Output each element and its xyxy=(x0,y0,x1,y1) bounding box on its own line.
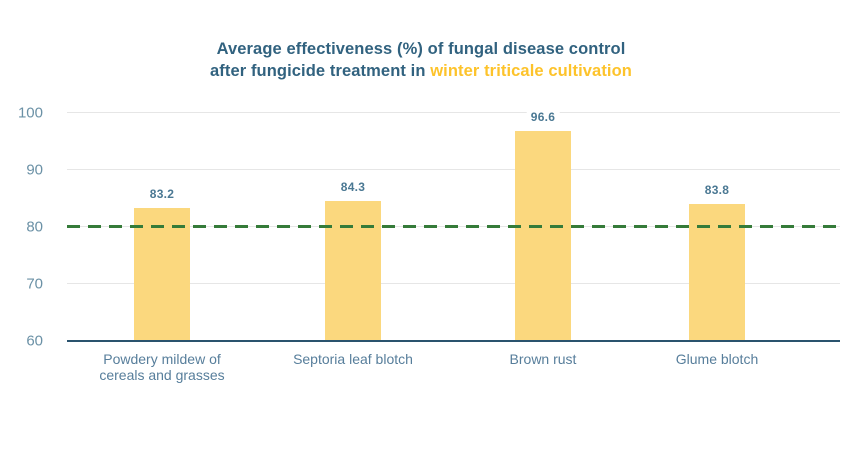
bar-2 xyxy=(325,201,381,340)
x-category-label-3: Brown rust xyxy=(509,351,577,367)
y-tick-label-100: 100 xyxy=(17,104,43,122)
chart-title-line2: after fungicide treatment in winter trit… xyxy=(0,60,842,82)
bar-value-label-1: 83.2 xyxy=(145,185,179,202)
threshold-line xyxy=(67,224,838,228)
bar-value-label-4: 83.8 xyxy=(700,182,734,199)
x-category-label-4: Glume blotch xyxy=(675,351,759,367)
y-tick-label-90: 90 xyxy=(26,161,43,179)
chart-title-line2-highlight: winter triticale cultivation xyxy=(430,62,632,80)
chart-title-line2-prefix: after fungicide treatment in xyxy=(210,62,431,80)
gridline-70 xyxy=(67,283,840,284)
gridline-90 xyxy=(67,169,840,170)
bar-1 xyxy=(134,207,190,340)
y-tick-label-80: 80 xyxy=(26,218,43,236)
y-tick-label-60: 60 xyxy=(26,332,43,350)
chart-title: Average effectiveness (%) of fungal dise… xyxy=(0,38,842,82)
chart-title-line1: Average effectiveness (%) of fungal dise… xyxy=(216,40,626,58)
x-category-label-1: Powdery mildew of cereals and grasses xyxy=(99,351,225,383)
bar-3 xyxy=(515,131,571,340)
x-category-label-2: Septoria leaf blotch xyxy=(293,351,413,367)
bar-value-label-2: 84.3 xyxy=(336,179,370,196)
gridline-100 xyxy=(67,112,840,113)
bar-value-label-3: 96.6 xyxy=(526,109,560,126)
y-tick-label-70: 70 xyxy=(26,275,43,293)
x-axis-line xyxy=(67,340,840,342)
